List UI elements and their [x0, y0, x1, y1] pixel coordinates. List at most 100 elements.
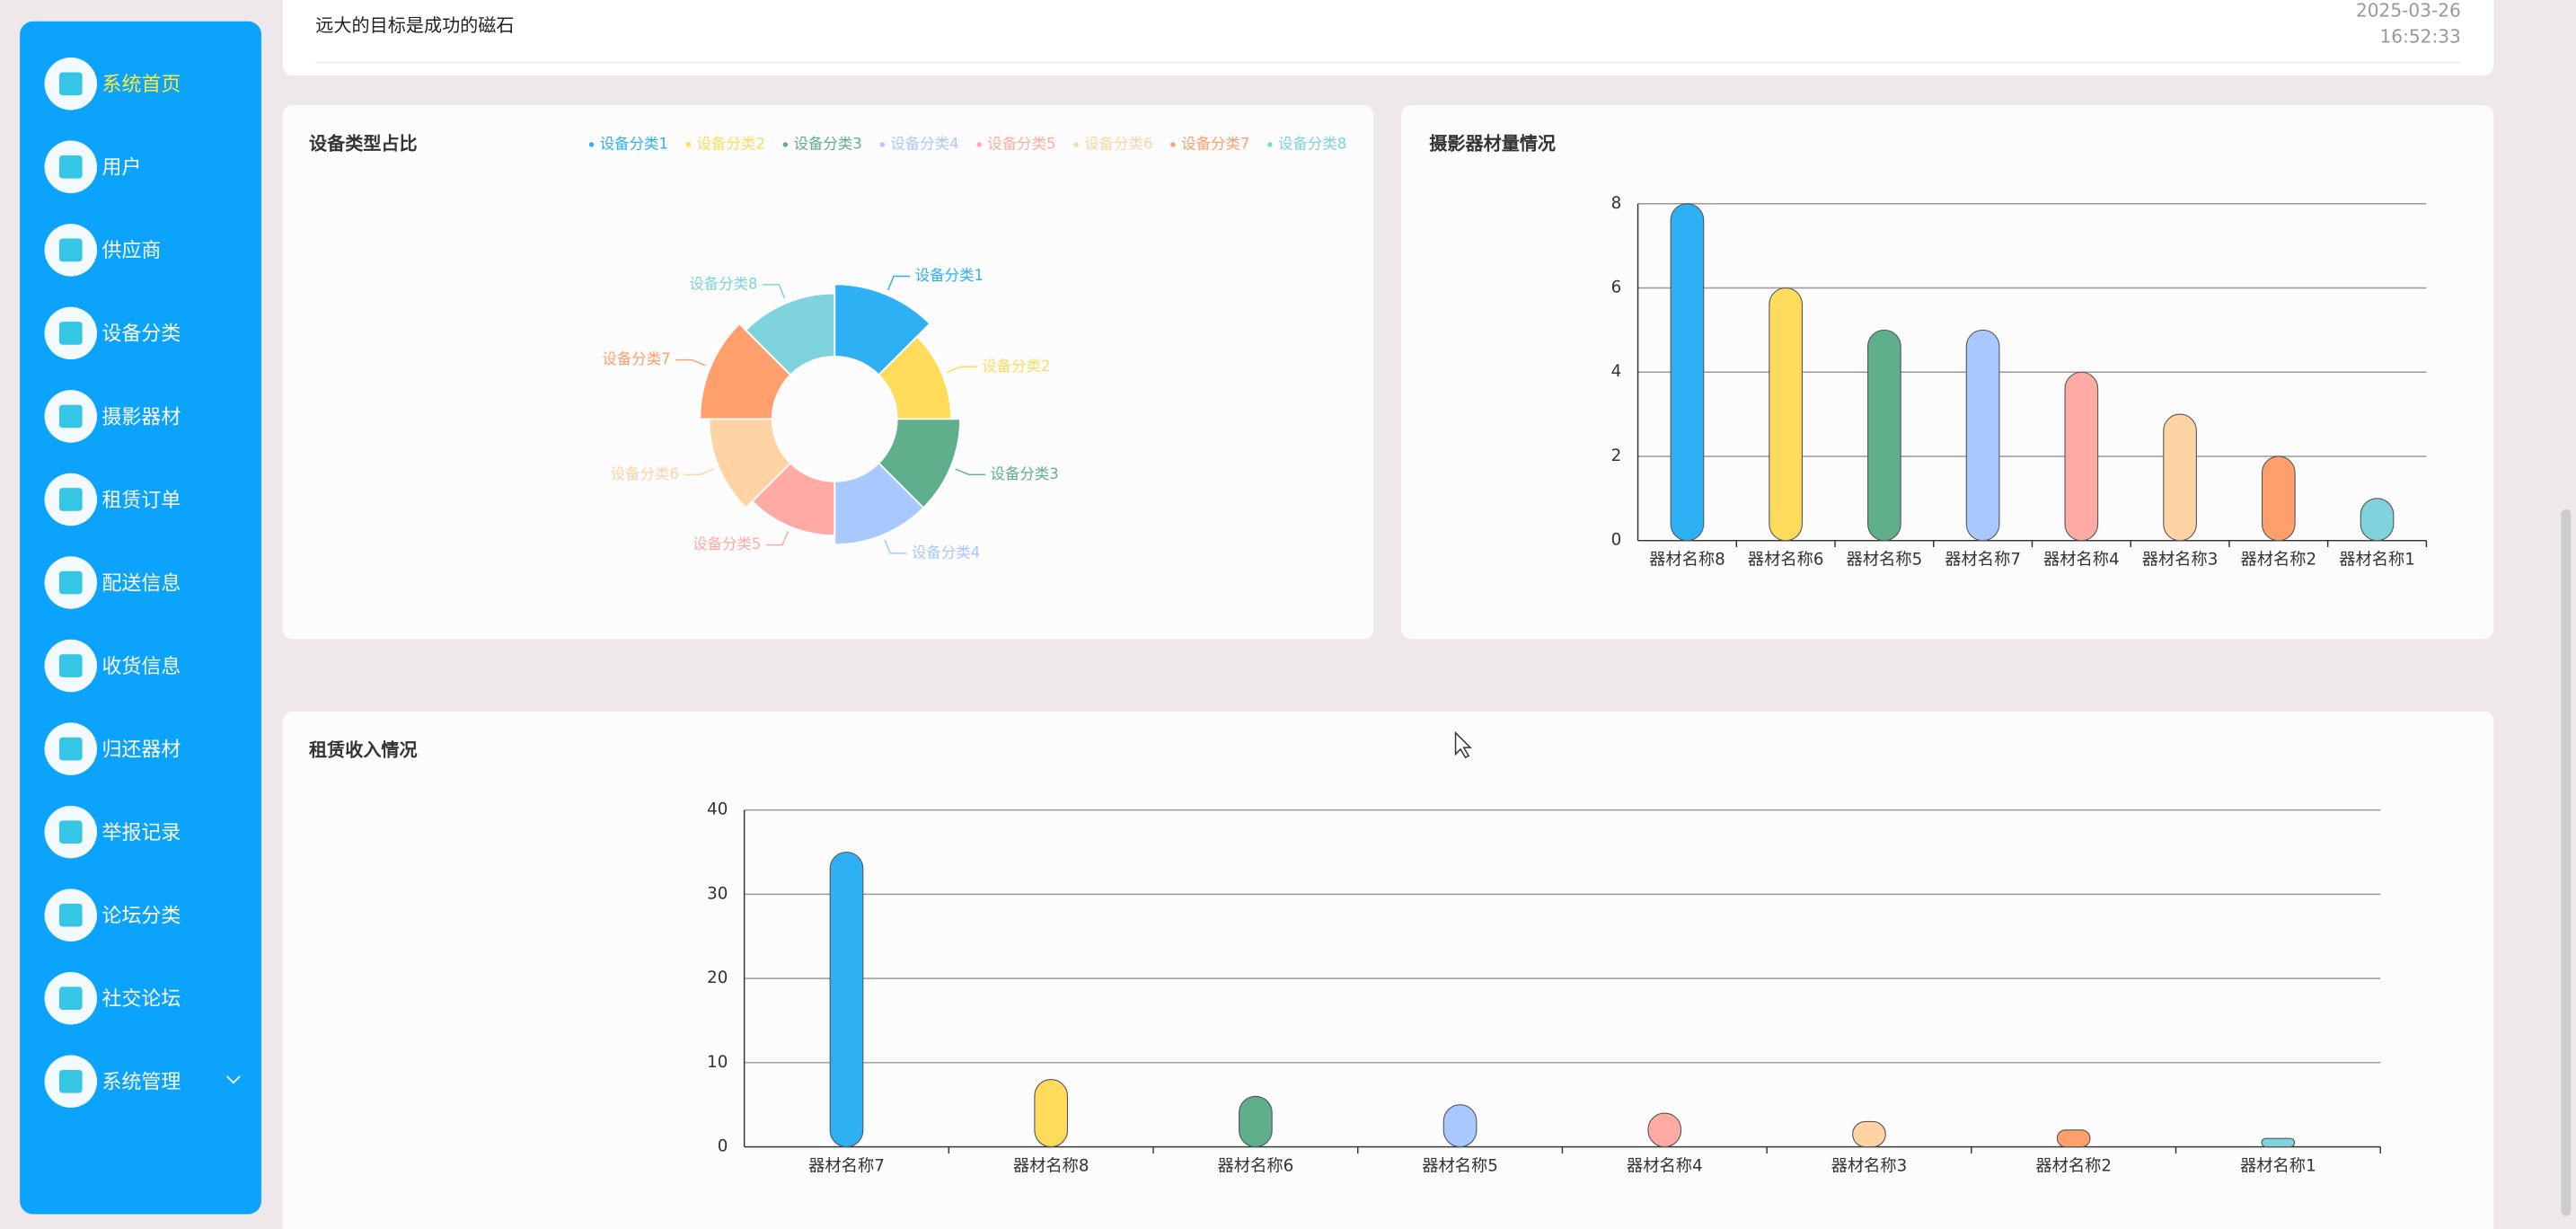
slice-label: 设备分类7: [602, 350, 670, 367]
menu-item[interactable]: 收货信息: [102, 656, 181, 678]
time: 16:52:33: [2379, 26, 2460, 48]
bar: [2360, 498, 2395, 542]
bar: [2056, 1129, 2091, 1148]
y-tick-label: 10: [707, 1053, 728, 1072]
slice-label: 设备分类5: [693, 535, 761, 553]
legend-label[interactable]: 设备分类7: [1181, 135, 1249, 152]
menu-icon-glyph: [59, 322, 83, 345]
x-tick-label: 器材名称1: [2240, 1157, 2316, 1176]
y-tick-label: 6: [1611, 279, 1622, 297]
leader-line: [684, 468, 715, 476]
legend-label[interactable]: 设备分类4: [890, 135, 958, 152]
slice-label: 设备分类8: [689, 275, 757, 292]
rose-slice: [708, 418, 792, 509]
menu-icon-glyph: [59, 488, 83, 511]
legend-marker: [976, 142, 982, 147]
legend-marker: [1267, 142, 1273, 147]
chart-title: 设备类型占比: [309, 132, 418, 154]
slice-label: 设备分类6: [611, 465, 679, 482]
menu-item[interactable]: 配送信息: [102, 572, 181, 595]
x-tick-label: 器材名称7: [808, 1157, 885, 1176]
bar: [1239, 1095, 1273, 1148]
slice-label: 设备分类1: [915, 267, 984, 284]
bar: [1769, 287, 1803, 542]
x-tick-label: 器材名称2: [2240, 551, 2316, 570]
bar: [2064, 371, 2099, 542]
leader-line: [675, 358, 706, 367]
menu-icon-glyph: [59, 903, 83, 927]
menu-item[interactable]: 系统管理: [102, 1072, 181, 1094]
y-tick-label: 8: [1611, 194, 1622, 213]
menu-item[interactable]: 供应商: [102, 240, 162, 262]
menu-item[interactable]: 摄影器材: [102, 406, 181, 429]
x-tick-label: 器材名称3: [1831, 1157, 1908, 1176]
legend-marker: [1073, 142, 1079, 147]
legend-label[interactable]: 设备分类6: [1084, 135, 1152, 152]
menu-icon-glyph: [59, 737, 83, 761]
x-tick-label: 器材名称3: [2142, 551, 2219, 570]
leader-line: [955, 468, 986, 476]
bar: [1670, 203, 1705, 542]
menu-item[interactable]: 系统首页: [102, 74, 181, 96]
menu-item[interactable]: 举报记录: [102, 822, 181, 844]
sidebar: [20, 21, 261, 1215]
panel: [282, 105, 1374, 640]
menu-icon-glyph: [59, 155, 83, 179]
header-card: [282, 0, 2494, 76]
chevron: [225, 1075, 241, 1084]
menu-item[interactable]: 用户: [102, 157, 142, 180]
menu-icon-glyph: [59, 72, 83, 96]
legend-label[interactable]: 设备分类5: [987, 135, 1055, 152]
legend-label[interactable]: 设备分类1: [600, 135, 668, 152]
leader-line: [884, 539, 907, 554]
legend-marker: [685, 142, 692, 147]
bar: [2261, 1137, 2296, 1148]
bar: [1867, 329, 1901, 542]
slice-label: 设备分类2: [982, 358, 1050, 375]
x-tick-label: 器材名称5: [1422, 1157, 1498, 1176]
cursor: [1454, 730, 1472, 759]
menu-item[interactable]: 归还器材: [102, 738, 181, 761]
bar: [1965, 329, 2000, 542]
bar: [2163, 413, 2197, 542]
leader-line: [887, 275, 911, 291]
legend-label[interactable]: 设备分类2: [697, 135, 765, 152]
menu-item[interactable]: 设备分类: [102, 323, 181, 346]
motto: 远大的目标是成功的磁石: [315, 14, 514, 36]
legend-marker: [879, 142, 886, 147]
x-tick-label: 器材名称8: [1013, 1157, 1090, 1176]
menu-item[interactable]: 论坛分类: [102, 906, 181, 928]
leader-line: [763, 284, 786, 299]
bar: [1647, 1112, 1682, 1148]
scrollbar[interactable]: [2561, 508, 2572, 1216]
bar: [829, 851, 864, 1148]
x-tick-label: 器材名称5: [1847, 551, 1923, 570]
y-tick-label: 2: [1611, 447, 1622, 465]
y-tick-label: 0: [1611, 531, 1622, 550]
y-tick-label: 40: [707, 800, 728, 819]
bar: [2261, 455, 2296, 542]
menu-item[interactable]: 社交论坛: [102, 988, 181, 1011]
legend-marker: [782, 142, 789, 147]
y-tick-label: 20: [707, 968, 728, 987]
legend-label[interactable]: 设备分类3: [794, 135, 862, 152]
menu-icon-glyph: [59, 570, 83, 595]
menu-icon-glyph: [59, 986, 83, 1011]
menu-icon-glyph: [59, 238, 83, 262]
chart-title: 摄影器材量情况: [1429, 132, 1556, 154]
x-tick-label: 器材名称2: [2035, 1157, 2112, 1176]
y-tick-label: 4: [1611, 362, 1622, 381]
legend-label[interactable]: 设备分类8: [1278, 135, 1346, 152]
rose-slice: [745, 292, 836, 376]
x-tick-label: 器材名称1: [2339, 551, 2415, 570]
menu-item[interactable]: 租赁订单: [102, 490, 181, 512]
menu-icon-glyph: [59, 654, 83, 677]
bar: [1442, 1104, 1478, 1148]
menu-icon-glyph: [59, 820, 83, 844]
x-tick-label: 器材名称7: [1945, 551, 2021, 570]
x-tick-label: 器材名称6: [1748, 551, 1824, 570]
rose-slice: [878, 335, 952, 420]
x-tick-label: 器材名称4: [1627, 1157, 1703, 1176]
